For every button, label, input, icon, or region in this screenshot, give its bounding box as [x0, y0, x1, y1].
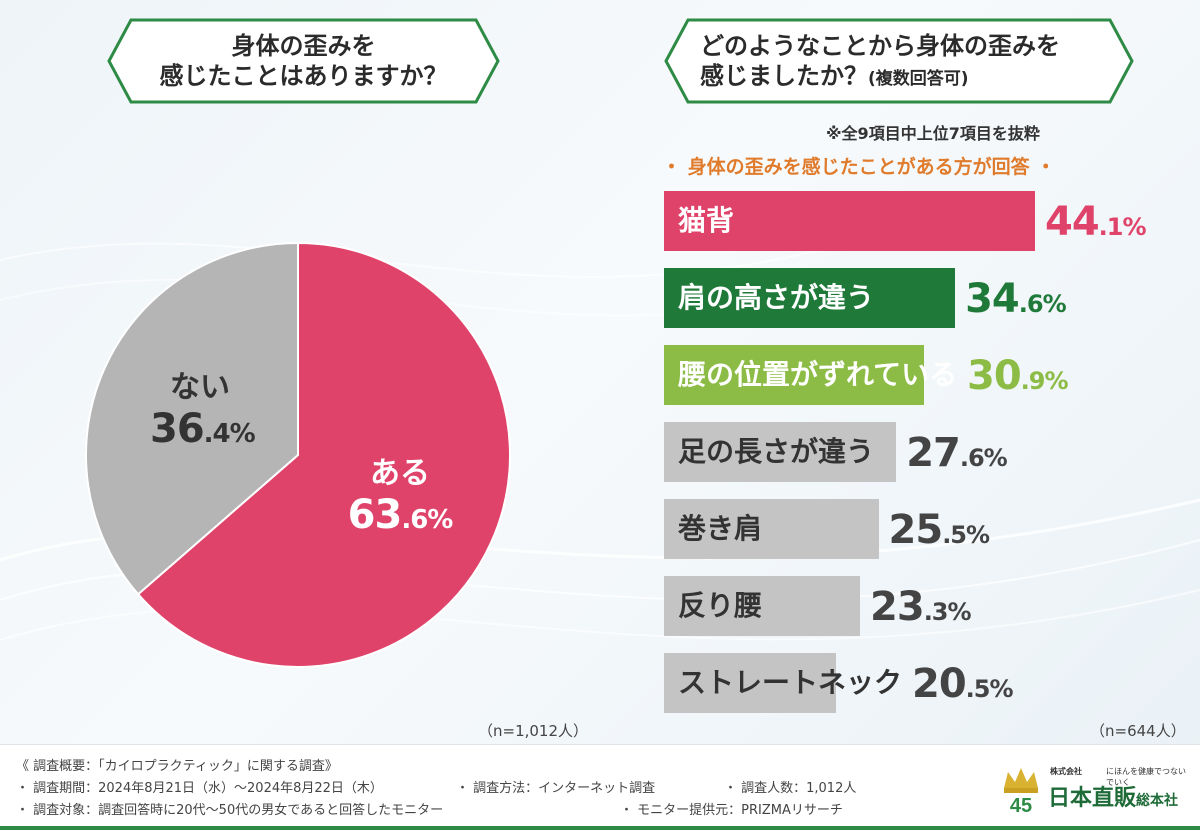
- bar-6: [664, 653, 837, 713]
- bar-value-int-5: 23: [870, 584, 925, 630]
- bar-value-dec-5: .3%: [923, 598, 972, 626]
- bar-value-dec-0: .1%: [1098, 213, 1147, 241]
- bar-label-6: ストレートネック: [678, 666, 903, 699]
- pie-sample-size: （n=1,012人）: [478, 722, 589, 740]
- survey-footer: 《 調査概要：「カイロプラクティック」に関する調査》 ・ 調査期間：2024年8…: [0, 744, 1200, 831]
- pie-label-aru: ある 63.6%: [330, 448, 470, 538]
- respondent-note: ・ 身体の歪みを感じたことがある方が回答 ・: [662, 156, 1056, 178]
- bar-2: [664, 345, 924, 405]
- question2-frame: [664, 18, 1134, 104]
- bar-label-5: 反り腰: [678, 589, 763, 622]
- question2-line2: 感じましたか？: [700, 62, 868, 90]
- bar-label-0: 猫背: [678, 204, 735, 237]
- bar-value-int-0: 44: [1045, 199, 1100, 245]
- logo-tagline: にほんを健康でつないでいく: [1106, 767, 1186, 787]
- question1-frame: [107, 18, 500, 104]
- pie-label-nai-value: 36.4%: [150, 406, 256, 452]
- question1-line1: 身体の歪みを: [231, 32, 376, 60]
- pie-label-aru-int: 63: [347, 492, 403, 538]
- anniversary-number: 45: [1010, 795, 1032, 816]
- bar-value-int-6: 20: [912, 661, 967, 707]
- bar-4: [664, 499, 879, 559]
- bottom-accent-bar: [0, 826, 1200, 830]
- survey-count: ・ 調査人数：1,012人: [724, 781, 857, 796]
- bar-label-1: 肩の高さが違う: [678, 281, 875, 314]
- pie-label-nai-name: ない: [170, 370, 230, 405]
- logo-suffix: 総本社: [1136, 793, 1179, 809]
- bar-5: [664, 576, 861, 636]
- survey-period: ・ 調査期間：2024年8月21日（水）～2024年8月22日（木）: [16, 781, 383, 796]
- bar-value-3: 27.6%: [906, 430, 1008, 476]
- bar-value-dec-4: .5%: [942, 521, 990, 549]
- bar-3: [664, 422, 897, 482]
- question1-line2: 感じたことはありますか？: [159, 62, 448, 90]
- logo-name: 日本直販: [1048, 786, 1137, 811]
- bar-label-2: 腰の位置がずれている: [678, 358, 958, 391]
- bar-value-int-3: 27: [906, 430, 961, 476]
- pie-chart: [85, 241, 511, 668]
- pie-label-nai: ない 36.4%: [150, 362, 256, 452]
- crown-icon: 45: [1004, 768, 1038, 816]
- pie-slice-1: [85, 241, 299, 596]
- bar-value-dec-1: .6%: [1018, 290, 1067, 318]
- survey-title: 《 調査概要：「カイロプラクティック」に関する調査》: [16, 759, 338, 774]
- bar-value-2: 30.9%: [967, 353, 1069, 399]
- bar-value-int-2: 30: [967, 353, 1022, 399]
- pie-label-aru-dec: .6%: [401, 505, 453, 535]
- bar-value-5: 23.3%: [870, 584, 972, 630]
- question2-header: どのようなことから身体の歪みを 感じましたか？(複数回答可): [654, 16, 1144, 106]
- pie-label-aru-name: ある: [370, 456, 430, 491]
- pie-label-nai-int: 36: [150, 406, 205, 452]
- bar-label-3: 足の長さが違う: [678, 435, 875, 468]
- bar-value-0: 44.1%: [1045, 199, 1147, 245]
- question2-line2-wrap: 感じましたか？(複数回答可): [700, 61, 969, 91]
- bar-value-dec-2: .9%: [1020, 367, 1069, 395]
- pie-slice-0: [136, 241, 511, 668]
- pie-label-nai-dec: .4%: [203, 419, 256, 449]
- survey-provider: ・ モニター提供元：PRIZMAリサーチ: [620, 803, 843, 818]
- bar-0: [664, 191, 1035, 251]
- question2-line1: どのようなことから身体の歪みを: [700, 32, 1060, 60]
- bar-value-1: 34.6%: [965, 276, 1067, 322]
- bar-value-4: 25.5%: [888, 507, 991, 553]
- logo-name-wrap: 日本直販総本社: [1048, 780, 1178, 812]
- company-logo: 45 株式会社 にほんを健康でつないでいく 日本直販総本社: [996, 762, 1186, 818]
- question2-multiple-note: (複数回答可): [868, 69, 969, 89]
- bar-value-dec-6: .5%: [965, 675, 1014, 703]
- bar-sample-size: （n=644人）: [1090, 722, 1186, 740]
- survey-method: ・ 調査方法：インターネット調査: [456, 781, 656, 796]
- pie-label-aru-value: 63.6%: [330, 492, 470, 538]
- survey-target: ・ 調査対象：調査回答時に20代～50代の男女であると回答したモニター: [16, 803, 444, 818]
- bar-1: [664, 268, 956, 328]
- bar-value-int-1: 34: [965, 276, 1020, 322]
- bar-value-6: 20.5%: [912, 661, 1014, 707]
- bar-value-int-4: 25: [888, 507, 944, 553]
- logo-kabushiki: 株式会社: [1050, 767, 1082, 776]
- bar-label-4: 巻き肩: [678, 512, 763, 545]
- top7-note: ※全9項目中上位7項目を抜粋: [826, 124, 1040, 143]
- bar-value-dec-3: .6%: [959, 444, 1008, 472]
- question1-header: 身体の歪みを 感じたことはありますか？: [97, 16, 510, 106]
